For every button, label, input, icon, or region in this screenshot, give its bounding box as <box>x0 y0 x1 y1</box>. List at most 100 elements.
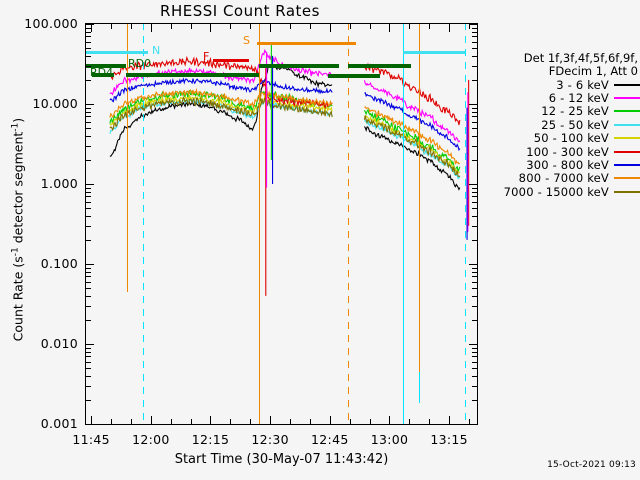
y-minor-tick <box>86 295 91 297</box>
y-minor-tick <box>472 48 477 50</box>
data-series-6 <box>109 55 461 126</box>
event-marker-line <box>419 24 421 372</box>
x-tick-label: 12:30 <box>251 432 289 447</box>
y-minor-tick <box>472 55 477 57</box>
legend-color-swatch <box>614 110 640 113</box>
y-minor-tick <box>86 121 91 123</box>
legend-entry[interactable]: 800 - 7000 keV <box>486 171 640 185</box>
x-major-tick <box>91 416 93 424</box>
x-tick-label: 11:45 <box>72 432 110 447</box>
y-minor-tick <box>472 159 477 161</box>
y-minor-tick <box>472 361 477 363</box>
annotation-bar <box>348 64 411 68</box>
x-tick-label: 12:45 <box>311 432 349 447</box>
x-major-tick <box>150 24 152 32</box>
y-minor-tick <box>86 201 91 203</box>
x-minor-tick <box>369 419 371 424</box>
event-marker-line <box>259 24 261 424</box>
data-series-9 <box>109 96 461 178</box>
legend-entry[interactable]: 6 - 12 keV <box>486 91 640 105</box>
y-minor-tick <box>472 187 477 189</box>
x-major-tick <box>270 24 272 32</box>
y-minor-tick <box>86 187 91 189</box>
legend-color-swatch <box>614 164 640 167</box>
y-minor-tick <box>86 215 91 217</box>
x-minor-tick <box>429 24 431 29</box>
series-trace <box>364 119 461 180</box>
y-minor-tick <box>86 399 91 401</box>
x-axis-title: Start Time (30-May-07 11:43:42) <box>174 452 389 467</box>
event-marker-line <box>348 24 350 424</box>
legend-color-swatch <box>614 190 640 193</box>
y-minor-tick <box>86 116 91 118</box>
y-minor-tick <box>472 368 477 370</box>
page-title: RHESSI Count Rates <box>160 2 320 20</box>
x-minor-tick <box>190 24 192 29</box>
legend-color-swatch <box>614 97 640 100</box>
legend-entry-label: 50 - 100 keV <box>533 131 609 146</box>
x-minor-tick <box>369 24 371 29</box>
x-minor-tick <box>309 419 311 424</box>
y-minor-tick <box>86 36 91 38</box>
y-tick-label: 0.001 <box>40 416 78 431</box>
legend-entries: 3 - 6 keV 6 - 12 keV 12 - 25 keV 25 - 50 ke… <box>486 78 640 199</box>
y-minor-tick <box>472 276 477 278</box>
y-major-tick <box>469 184 477 185</box>
series-trace <box>109 87 333 119</box>
y-minor-tick <box>472 31 477 33</box>
data-series-5 <box>109 94 461 174</box>
x-tick-label: 13:15 <box>430 432 468 447</box>
x-minor-tick <box>349 419 351 424</box>
y-minor-tick <box>86 385 91 387</box>
legend-entry[interactable]: 300 - 800 keV <box>486 158 640 172</box>
y-tick-label: 0.100 <box>40 256 78 271</box>
legend-entry[interactable]: 50 - 100 keV <box>486 131 640 146</box>
annotation-bar <box>86 64 126 68</box>
y-minor-tick <box>472 281 477 283</box>
legend-header-line-2: FDecim 1, Att 0 <box>548 64 638 78</box>
y-minor-tick <box>472 107 477 109</box>
legend-color-swatch <box>614 150 640 153</box>
y-minor-tick <box>86 79 91 81</box>
data-series-1 <box>109 63 461 191</box>
event-marker-line <box>143 24 145 424</box>
y-minor-tick <box>86 356 91 358</box>
annotation-bar <box>259 64 339 68</box>
legend-entry-label: 100 - 300 keV <box>526 144 609 159</box>
legend-entry[interactable]: 12 - 25 keV <box>486 104 640 118</box>
y-minor-tick <box>86 239 91 241</box>
y-major-tick <box>469 424 477 425</box>
plot-area[interactable]: N RD0 RD4 F S <box>85 23 478 425</box>
x-tick-label: 12:00 <box>132 432 170 447</box>
y-minor-tick <box>472 375 477 377</box>
y-minor-tick <box>86 41 91 43</box>
y-minor-tick <box>472 347 477 349</box>
legend-entry[interactable]: 7000 - 15000 keV <box>486 185 640 199</box>
annotation-label: F <box>203 50 210 63</box>
x-tick-label: 13:00 <box>370 432 409 447</box>
y-minor-tick <box>86 375 91 377</box>
legend-entry[interactable]: 100 - 300 keV <box>486 144 640 159</box>
y-minor-tick <box>472 41 477 43</box>
y-major-tick <box>469 264 477 265</box>
y-minor-tick <box>86 107 91 109</box>
y-tick-label: 100.000 <box>24 16 78 31</box>
plot-canvas-clip: N RD0 RD4 F S <box>86 24 477 424</box>
y-minor-tick <box>472 399 477 401</box>
annotation-label: N <box>152 44 161 57</box>
y-minor-tick <box>472 225 477 227</box>
legend-entry[interactable]: 3 - 6 keV <box>486 78 640 92</box>
y-minor-tick <box>86 361 91 363</box>
y-minor-tick <box>86 55 91 57</box>
legend-entry[interactable]: 25 - 50 keV <box>486 118 640 132</box>
y-major-tick <box>469 344 477 345</box>
event-marker-line <box>465 24 467 424</box>
y-minor-tick <box>86 48 91 50</box>
series-trace <box>109 76 333 103</box>
x-major-tick <box>150 416 152 424</box>
y-tick-label: 0.010 <box>40 336 78 351</box>
y-minor-tick <box>472 351 477 353</box>
x-minor-tick <box>170 24 172 29</box>
y-minor-tick <box>86 191 91 193</box>
y-minor-tick <box>472 128 477 130</box>
